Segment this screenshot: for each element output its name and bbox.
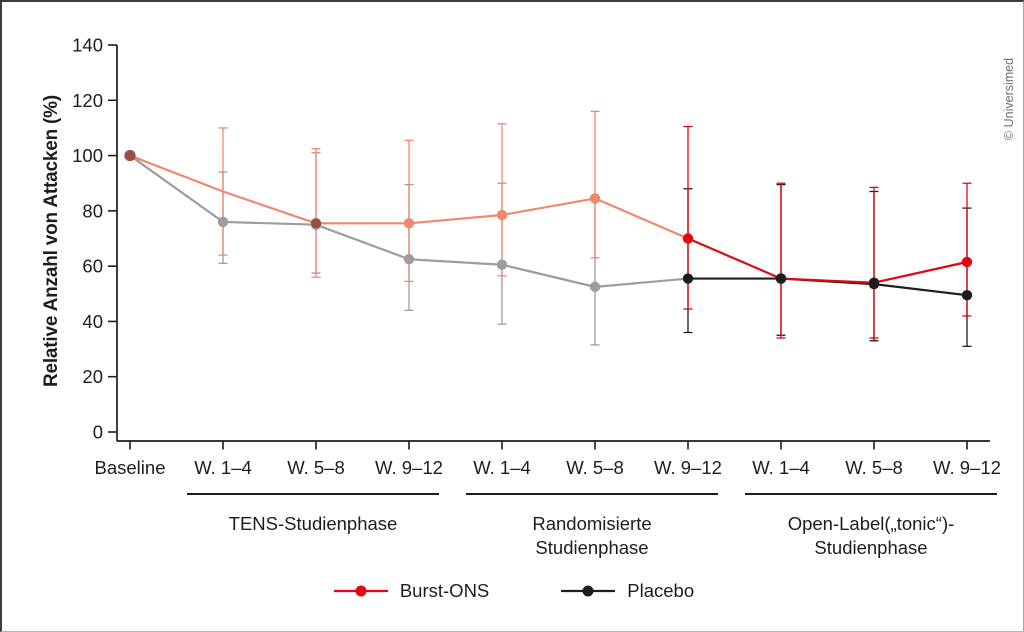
data-point-marker <box>589 193 601 204</box>
data-point-marker <box>868 277 880 288</box>
legend-label: Burst-ONS <box>399 580 490 601</box>
error-bar-burst-ons <box>776 182 786 339</box>
error-bar-burst-ons <box>311 148 321 278</box>
data-point-marker <box>496 259 508 270</box>
data-point-marker <box>496 209 508 221</box>
data-point-marker <box>124 149 136 162</box>
series-segment <box>221 220 318 226</box>
legend-item: Burst-ONS <box>333 580 490 602</box>
series-segment <box>128 154 225 224</box>
series-segment <box>872 283 969 297</box>
y-tick-label: 120 <box>72 90 103 111</box>
series-segment <box>686 237 783 280</box>
x-tick-label: W. 9–12 <box>375 457 443 478</box>
series-line-placebo <box>128 154 969 297</box>
legend-item: Placebo <box>561 580 694 602</box>
series-markers-placebo <box>124 149 973 301</box>
phase-label: TENS-Studienphase <box>229 513 398 534</box>
y-tick-label: 100 <box>72 145 103 166</box>
y-tick-label: 0 <box>93 422 103 443</box>
error-bar-burst-ons <box>869 186 879 339</box>
series-segment <box>221 190 318 225</box>
x-tick-label: W. 1–4 <box>473 457 531 478</box>
x-tick-label: Baseline <box>95 457 166 478</box>
x-tick-label: W. 9–12 <box>933 457 1001 478</box>
data-point-marker <box>961 256 973 268</box>
data-point-marker <box>775 273 787 284</box>
series-segment <box>779 277 876 284</box>
series-segment <box>407 258 504 266</box>
series-segment <box>314 223 411 261</box>
data-point-marker <box>682 233 694 244</box>
data-point-marker <box>961 289 973 301</box>
series-segment <box>500 197 597 217</box>
phase-label: Open-Label(„tonic“)- <box>788 513 955 534</box>
error-bars-group <box>218 110 972 347</box>
y-axis-title: Relative Anzahl von Attacken (%) <box>41 94 62 388</box>
data-point-marker <box>589 281 601 293</box>
x-tick-label: W. 9–12 <box>654 457 722 478</box>
legend-label: Placebo <box>627 580 695 601</box>
copyright-credit: © Universimed <box>1002 57 1016 141</box>
x-tick-label: W. 5–8 <box>845 457 903 478</box>
series-segment <box>407 213 504 225</box>
error-bar-burst-ons <box>590 110 600 259</box>
y-tick-label: 60 <box>82 256 103 277</box>
x-tick-label: W. 1–4 <box>194 457 252 478</box>
series-markers-burst-ons <box>124 149 973 288</box>
series-line-burst-ons <box>128 154 969 284</box>
data-point-marker <box>682 273 694 284</box>
legend-swatch-icon <box>333 585 388 597</box>
y-tick-label: 40 <box>82 311 103 332</box>
series-segment <box>128 154 225 193</box>
data-point-marker <box>403 254 415 265</box>
legend-swatch-icon <box>561 585 616 597</box>
phase-label: Randomisierte <box>532 513 651 534</box>
y-tick-label: 80 <box>82 200 103 221</box>
y-tick-label: 140 <box>72 35 103 56</box>
y-tick-label: 20 <box>82 366 103 387</box>
phase-label: Studienphase <box>814 537 927 558</box>
x-tick-label: W. 1–4 <box>752 457 810 478</box>
series-segment <box>872 260 969 284</box>
x-tick-label: W. 5–8 <box>566 457 624 478</box>
data-point-marker <box>310 218 322 229</box>
series-segment <box>500 263 597 288</box>
series-segment <box>593 277 690 288</box>
x-tick-label: W. 5–8 <box>287 457 345 478</box>
chart-legend: Burst-ONS Placebo <box>2 580 1023 602</box>
data-point-marker <box>403 218 415 229</box>
series-segment <box>593 197 690 240</box>
phase-label: Studienphase <box>535 537 648 558</box>
data-point-marker <box>217 216 229 228</box>
error-bar-burst-ons <box>497 123 507 277</box>
